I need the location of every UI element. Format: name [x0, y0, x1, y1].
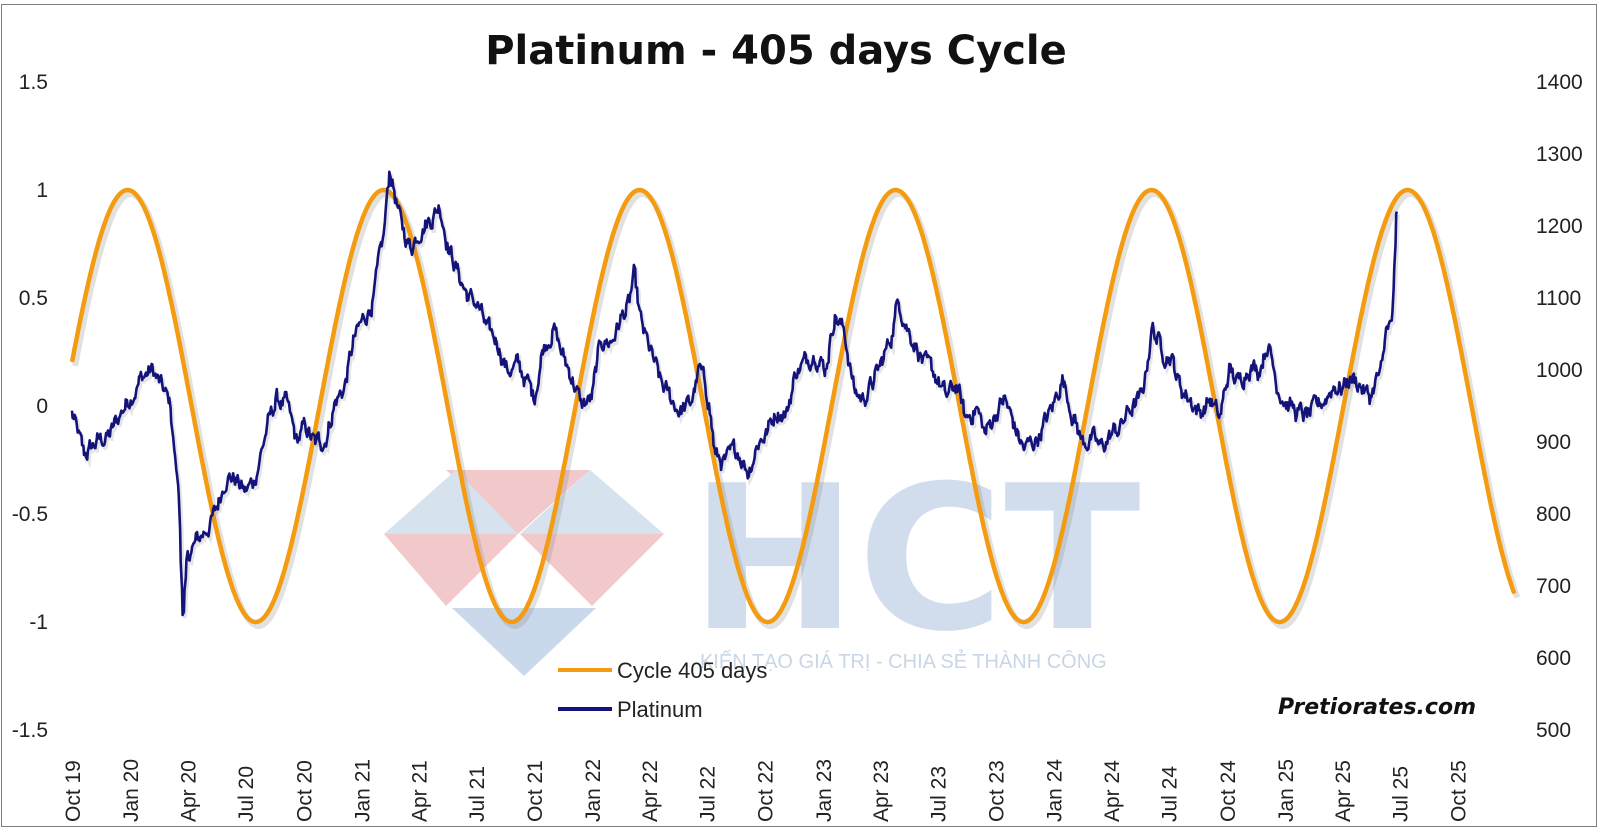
x-tick-label: Oct 25 — [1447, 760, 1470, 822]
x-tick-label: Jul 20 — [235, 766, 258, 822]
left-tick-label: -0.5 — [12, 503, 48, 526]
left-tick-label: 0 — [36, 395, 48, 418]
left-tick-label: -1 — [29, 611, 48, 634]
series-group — [69, 170, 1521, 630]
right-tick-label: 800 — [1536, 503, 1571, 526]
right-tick-label: 600 — [1536, 647, 1571, 670]
watermark-logo-text: HCT — [690, 443, 1141, 676]
x-tick-label: Apr 24 — [1101, 760, 1124, 822]
right-tick-label: 1100 — [1536, 287, 1581, 310]
x-tick-label: Apr 20 — [178, 760, 201, 822]
watermark-blue-triangle-bottom — [452, 608, 596, 676]
watermark-blue-diamond-left — [384, 470, 518, 534]
left-tick-label: 1 — [36, 179, 48, 202]
right-tick-label: 700 — [1536, 575, 1571, 598]
x-tick-label: Jan 22 — [582, 759, 605, 822]
x-axis: Oct 19 Jan 20 Apr 20 Jul 20 Oct 20 Jan 21 Apr … — [62, 759, 1470, 822]
x-tick-label: Oct 19 — [62, 760, 85, 822]
x-tick-label: Apr 23 — [870, 760, 893, 822]
watermark-tagline: KIẾN TẠO GIÁ TRỊ - CHIA SẺ THÀNH CÔNG — [700, 650, 1107, 673]
x-tick-label: Jan 25 — [1275, 759, 1298, 822]
x-tick-label: Oct 23 — [985, 760, 1008, 822]
right-tick-label: 1200 — [1536, 215, 1583, 238]
watermark-logo: HCT KIẾN TẠO GIÁ TRỊ - CHIA SẺ THÀNH CÔN… — [384, 443, 1141, 676]
watermark-blue-diamond-right — [520, 470, 664, 534]
x-tick-label: Jul 21 — [466, 766, 489, 822]
x-tick-label: Oct 21 — [524, 760, 547, 822]
chart-title: Platinum - 405 days Cycle — [485, 28, 1067, 74]
x-tick-label: Oct 20 — [293, 760, 316, 822]
x-tick-label: Apr 22 — [639, 760, 662, 822]
x-tick-label: Jul 24 — [1159, 766, 1182, 822]
x-tick-label: Oct 22 — [755, 760, 778, 822]
platinum-line — [70, 170, 1399, 617]
right-tick-label: 1400 — [1536, 71, 1583, 94]
legend-label-cycle: Cycle 405 days — [617, 658, 767, 683]
left-tick-label: 0.5 — [19, 287, 48, 310]
cycle-405-days-line — [69, 187, 1517, 625]
left-axis: 1.5 1 0.5 0 -0.5 -1 -1.5 — [12, 71, 48, 742]
cycle-line-shadow — [72, 190, 1521, 630]
left-tick-label: -1.5 — [12, 719, 48, 742]
x-tick-label: Jan 23 — [813, 759, 836, 822]
x-tick-label: Oct 24 — [1217, 760, 1240, 822]
x-tick-label: Jul 22 — [697, 766, 720, 822]
legend: Cycle 405 days Platinum — [558, 658, 767, 722]
x-tick-label: Apr 21 — [408, 760, 431, 822]
x-tick-label: Jan 20 — [120, 759, 143, 822]
right-tick-label: 900 — [1536, 431, 1571, 454]
right-tick-label: 1300 — [1536, 143, 1583, 166]
watermark-red-diamond-top — [446, 470, 590, 534]
x-tick-label: Jul 25 — [1389, 766, 1412, 822]
right-tick-label: 1000 — [1536, 359, 1583, 382]
x-tick-label: Jan 21 — [351, 759, 374, 822]
right-tick-label: 500 — [1536, 719, 1571, 742]
x-tick-label: Jan 24 — [1044, 759, 1067, 822]
x-tick-label: Apr 25 — [1332, 760, 1355, 822]
x-tick-label: Jul 23 — [927, 766, 950, 822]
watermark-red-triangle-right — [520, 534, 664, 606]
right-axis: 1400 1300 1200 1100 1000 900 800 700 600 500 — [1536, 71, 1583, 742]
legend-label-platinum: Platinum — [617, 697, 703, 722]
source-label: Pretiorates.com — [1278, 695, 1476, 720]
watermark-red-triangle-left — [384, 534, 518, 606]
left-tick-label: 1.5 — [19, 71, 48, 94]
